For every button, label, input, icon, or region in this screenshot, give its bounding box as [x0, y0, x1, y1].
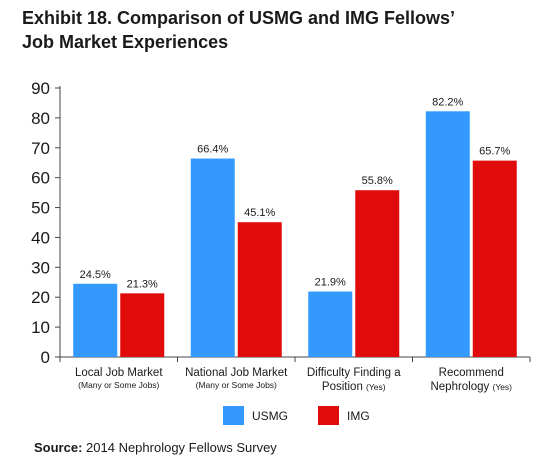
legend-label-img: IMG: [347, 409, 370, 423]
data-label-usmg: 21.9%: [315, 277, 346, 289]
source-text: 2014 Nephrology Fellows Survey: [86, 440, 277, 455]
x-category-label: Position (Yes): [322, 381, 386, 393]
x-category-sublabel: (Many or Some Jobs): [78, 380, 159, 390]
data-label-usmg: 82.2%: [432, 96, 463, 108]
y-tick-label: 70: [31, 139, 50, 158]
x-category-label: Difficulty Finding a: [307, 367, 401, 379]
data-label-img: 55.8%: [362, 175, 393, 187]
y-tick-label: 80: [31, 109, 50, 128]
source-label: Source:: [34, 440, 83, 455]
legend-swatch-usmg: [223, 406, 244, 425]
source-note: Source: 2014 Nephrology Fellows Survey: [34, 440, 277, 455]
data-label-usmg: 24.5%: [80, 269, 111, 281]
y-tick-label: 90: [31, 79, 50, 98]
data-label-img: 45.1%: [244, 207, 275, 219]
chart-title-line-1: Exhibit 18. Comparison of USMG and IMG F…: [22, 8, 456, 28]
bar-usmg: [190, 158, 235, 357]
y-tick-label: 20: [31, 288, 50, 307]
y-tick-label: 30: [31, 258, 50, 277]
data-label-img: 65.7%: [479, 146, 510, 158]
bar-usmg: [425, 111, 470, 358]
legend-label-usmg: USMG: [252, 409, 288, 423]
x-category-label: Local Job Market: [75, 367, 163, 379]
legend-swatch-img: [318, 406, 339, 425]
bar-usmg: [308, 291, 353, 357]
bar-img: [120, 293, 165, 357]
chart-title-line-2: Job Market Experiences: [22, 32, 229, 52]
y-tick-label: 10: [31, 318, 50, 337]
chart-title: Exhibit 18. Comparison of USMG and IMG F…: [22, 6, 522, 54]
bar-img: [355, 190, 400, 357]
y-tick-label: 0: [41, 348, 50, 367]
bar-usmg: [73, 283, 118, 357]
y-tick-label: 40: [31, 228, 50, 247]
y-tick-label: 60: [31, 169, 50, 188]
bar-img: [472, 160, 517, 357]
x-category-label: National Job Market: [185, 367, 288, 379]
bar-img: [237, 222, 282, 357]
data-label-img: 21.3%: [127, 278, 158, 290]
y-tick-label: 50: [31, 199, 50, 218]
x-category-sublabel: (Many or Some Jobs): [196, 380, 277, 390]
x-category-label: Nephrology (Yes): [430, 381, 512, 393]
x-category-label: Recommend: [439, 367, 504, 379]
data-label-usmg: 66.4%: [197, 144, 228, 156]
